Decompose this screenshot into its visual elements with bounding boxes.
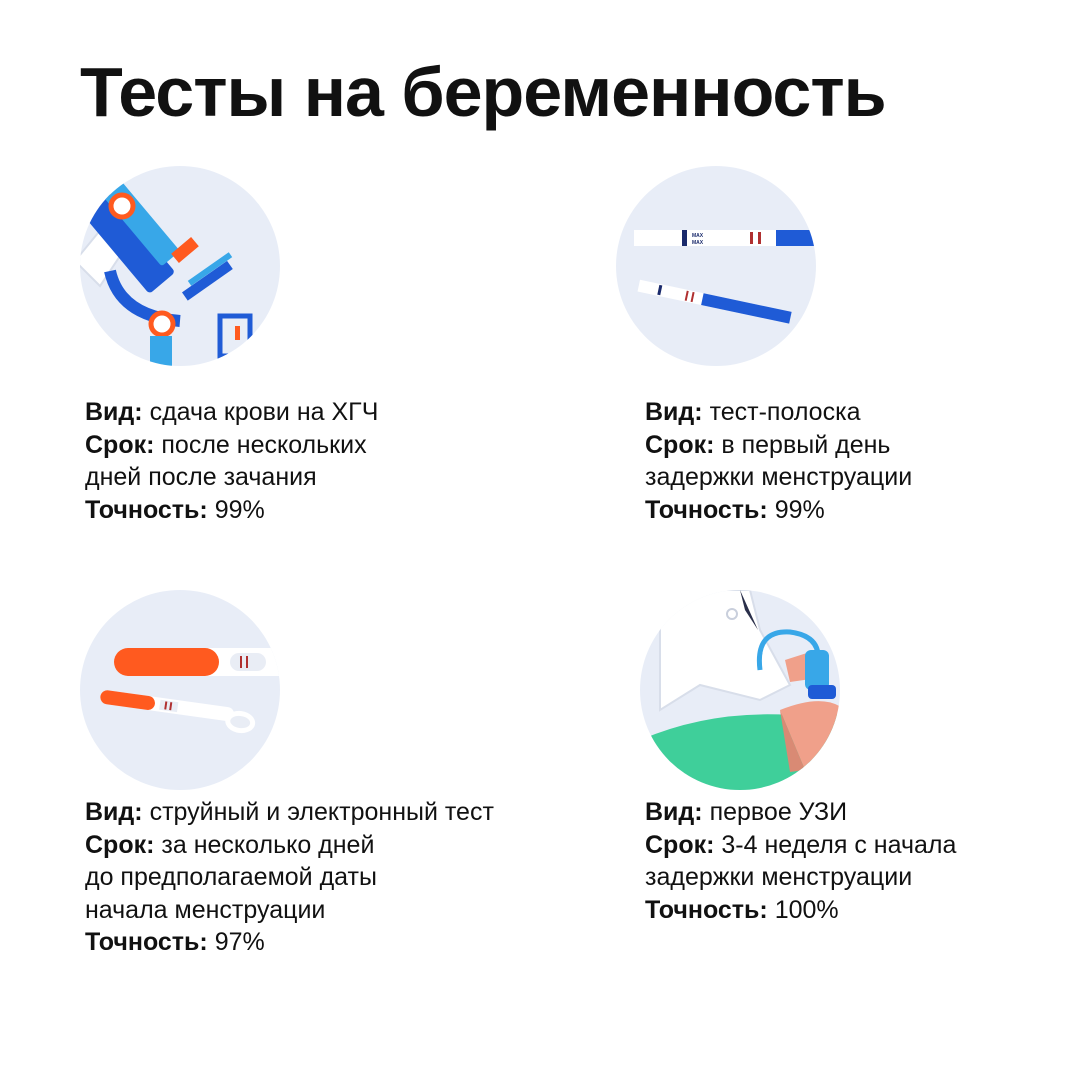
strip-marker-top: MAX (692, 233, 704, 239)
stream-test-icon (80, 590, 280, 790)
accuracy-row: Точность: 99% (85, 494, 378, 527)
term-label: Срок: (645, 830, 715, 859)
term-label: Срок: (85, 830, 155, 859)
term-row: Срок: после нескольких (85, 429, 378, 462)
accuracy-value: 99% (774, 495, 825, 524)
type-label: Вид: (85, 798, 143, 826)
term-value-continued: задержки менструации (645, 463, 913, 491)
accuracy-row: Точность: 100% (645, 894, 956, 927)
term-value: после нескольких (161, 430, 367, 459)
type-row: Вид: первое УЗИ (645, 796, 956, 829)
term-value-continued: начала менструации (85, 895, 326, 924)
accuracy-row: Точность: 97% (85, 926, 494, 959)
strip-marker-bottom: MAX (692, 240, 704, 246)
term-value-continued: дней после зачания (85, 463, 317, 491)
page-title: Тесты на беременность (80, 53, 887, 131)
accuracy-row: Точность: 99% (645, 494, 912, 527)
type-value: тест-полоска (709, 398, 861, 426)
card-text: Вид: сдача крови на ХГЧ Срок: после неск… (85, 396, 378, 526)
test-strip-icon: MAX MAX (616, 166, 816, 366)
term-row: Срок: в первый день (645, 429, 912, 462)
microscope-icon (80, 166, 280, 366)
term-row: Срок: за несколько дней (85, 829, 494, 862)
accuracy-label: Точность: (85, 928, 208, 956)
accuracy-label: Точность: (85, 495, 208, 524)
type-row: Вид: сдача крови на ХГЧ (85, 396, 378, 429)
accuracy-value: 100% (774, 895, 839, 924)
accuracy-label: Точность: (645, 495, 768, 524)
term-label: Срок: (645, 430, 715, 459)
type-row: Вид: тест-полоска (645, 396, 912, 429)
type-label: Вид: (645, 398, 703, 426)
type-row: Вид: струйный и электронный тест (85, 796, 494, 829)
type-value: струйный и электронный тест (149, 798, 494, 826)
term-value: за несколько дней (161, 830, 375, 859)
type-label: Вид: (645, 798, 703, 826)
term-value-continued: до предполагаемой даты (85, 863, 377, 891)
term-value: 3-4 неделя с начала (721, 830, 957, 859)
accuracy-value: 99% (214, 495, 265, 524)
card-text: Вид: тест-полоска Срок: в первый день за… (645, 396, 912, 526)
accuracy-value: 97% (214, 928, 265, 956)
card-text: Вид: первое УЗИ Срок: 3-4 неделя с начал… (645, 796, 956, 926)
term-row: Срок: 3-4 неделя с начала (645, 829, 956, 862)
type-value: первое УЗИ (709, 798, 848, 826)
card-text: Вид: струйный и электронный тест Срок: з… (85, 796, 494, 959)
term-value: в первый день (721, 430, 891, 459)
type-label: Вид: (85, 398, 143, 426)
term-label: Срок: (85, 430, 155, 459)
term-value-continued: задержки менструации (645, 863, 913, 891)
ultrasound-icon (640, 590, 840, 790)
accuracy-label: Точность: (645, 895, 768, 924)
type-value: сдача крови на ХГЧ (149, 398, 379, 426)
